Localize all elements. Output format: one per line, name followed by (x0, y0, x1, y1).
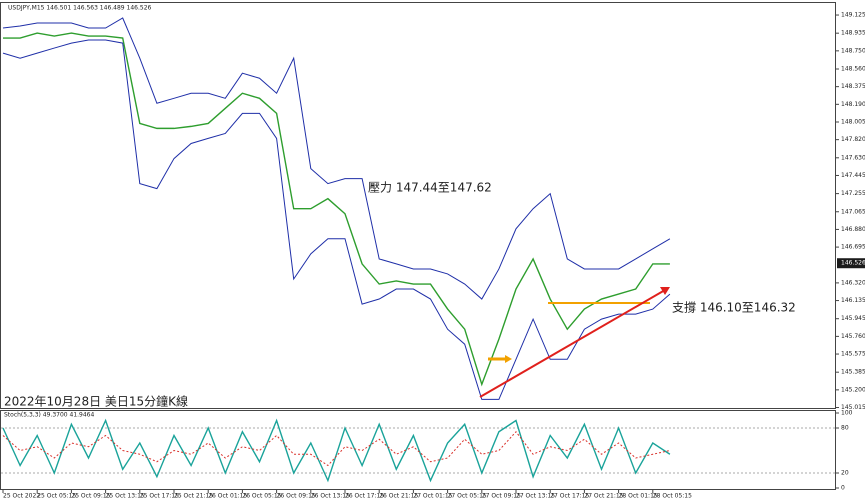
x-tick-label: 25 Oct 17:15 (140, 493, 179, 500)
x-tick-label: 25 Oct 09:15 (71, 493, 110, 500)
series-line (2, 418, 671, 483)
resistance-note: 壓力 147.44至147.62 (368, 181, 492, 195)
y-tick-label: 146.320 (841, 279, 865, 286)
y-tick-label: 145.200 (841, 386, 865, 393)
oscillator-title: Stoch(5,3,3) 49.3700 41.9464 (4, 412, 95, 419)
y-tick-label: 149.125 (841, 12, 865, 19)
x-tick-label: 26 Oct 09:15 (277, 493, 316, 500)
trend-arrow-head (660, 287, 670, 295)
y-tick-label: 148.190 (841, 101, 865, 108)
y-tick-label: 147.065 (841, 208, 865, 215)
x-tick-label: 25 Oct 13:15 (106, 493, 145, 500)
support-note: 支撐 146.10至146.32 (672, 301, 796, 315)
x-tick-label: 28 Oct 05:15 (653, 493, 692, 500)
x-tick-label: 26 Oct 01:15 (208, 493, 247, 500)
series-line (2, 17, 671, 300)
trend-line (479, 289, 666, 398)
y-tick-label: 148.560 (841, 65, 865, 72)
y-tick-label: 147.255 (841, 190, 865, 197)
chart-title: USDJPY,M15 146.501 146.563 146.489 146.5… (8, 5, 152, 12)
x-tick-label: 27 Oct 21:15 (584, 493, 623, 500)
oscillator-panel (0, 410, 836, 490)
y-tick-label: 145.575 (841, 351, 865, 358)
arrow-head (505, 355, 512, 363)
y-tick-label: 145.385 (841, 369, 865, 376)
price-panel (0, 2, 836, 409)
y-tick-label: 148.375 (841, 83, 865, 90)
x-tick-label: 26 Oct 05:15 (242, 493, 281, 500)
series-line (2, 430, 671, 467)
x-tick-label: 27 Oct 17:15 (550, 493, 589, 500)
osc-tick-label: 20 (841, 470, 849, 477)
y-tick-label: 148.750 (841, 47, 865, 54)
y-tick-label: 145.760 (841, 333, 865, 340)
x-tick-label: 27 Oct 13:15 (516, 493, 555, 500)
y-tick-label: 148.935 (841, 30, 865, 37)
x-tick-label: 27 Oct 05:15 (448, 493, 487, 500)
x-tick-label: 25 Oct 21:15 (174, 493, 213, 500)
series-line (2, 39, 671, 400)
y-tick-label: 147.630 (841, 154, 865, 161)
x-tick-label: 26 Oct 13:15 (311, 493, 350, 500)
x-tick-label: 27 Oct 09:15 (482, 493, 521, 500)
osc-tick-label: 0 (841, 485, 845, 492)
x-tick-label: 26 Oct 17:15 (345, 493, 384, 500)
y-tick-label: 146.695 (841, 244, 865, 251)
series-line (3, 32, 670, 387)
y-tick-label: 147.445 (841, 172, 865, 179)
caption: 2022年10月28日 美日15分鐘K線 (4, 394, 188, 409)
x-tick-label: 25 Oct 05:15 (37, 493, 76, 500)
y-tick-label: 146.880 (841, 226, 865, 233)
y-tick-label: 147.820 (841, 136, 865, 143)
y-tick-label: 145.945 (841, 315, 865, 322)
osc-tick-label: 100 (841, 410, 853, 417)
x-tick-label: 27 Oct 01:15 (413, 493, 452, 500)
x-tick-label: 26 Oct 21:15 (379, 493, 418, 500)
price-plot: 149.125 148.935 148.750 148.560 148.375 148.1… (1, 12, 865, 500)
y-tick-label: 146.135 (841, 297, 865, 304)
y-tick-label: 148.005 (841, 118, 865, 125)
x-tick-label: 28 Oct 01:15 (619, 493, 658, 500)
current-price: 146.526 (841, 260, 865, 267)
x-tick-label: 25 Oct 2022 (3, 493, 40, 500)
price-tag (837, 258, 865, 269)
y-tick-label: 145.015 (841, 404, 865, 411)
osc-tick-label: 80 (841, 425, 849, 432)
